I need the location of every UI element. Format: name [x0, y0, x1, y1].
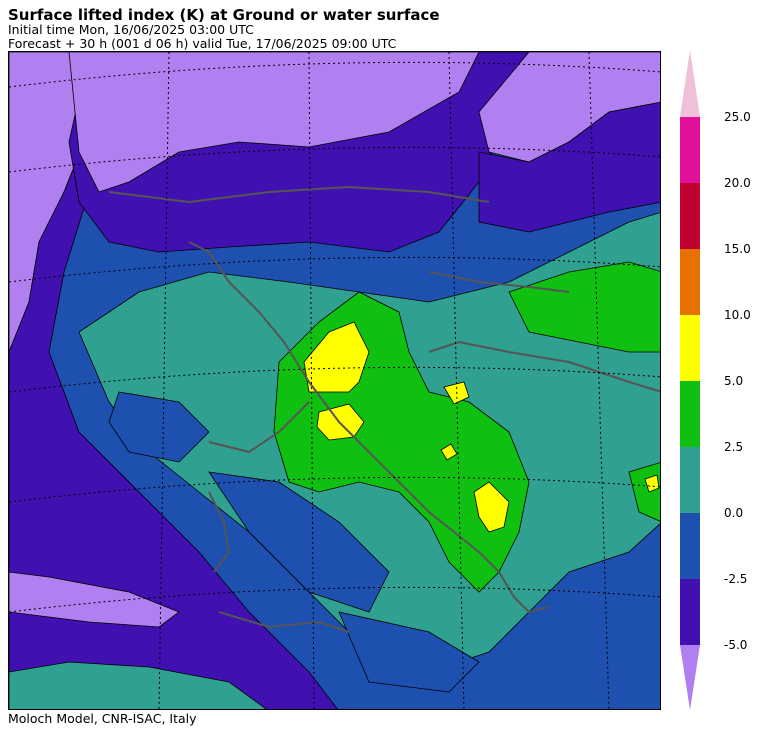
- legend-tick-m5: -5.0: [724, 638, 747, 652]
- legend-tick-20: 20.0: [724, 176, 751, 190]
- region-alps-light-purple: [68, 52, 480, 193]
- legend-swatch-below-m5: [680, 645, 700, 710]
- region-yellow-south: [473, 481, 510, 533]
- legend-tick-25: 25.0: [724, 110, 751, 124]
- region-southwest-light-purple: [9, 571, 180, 628]
- legend-swatch-m2.5-0: [680, 513, 700, 579]
- lifted-index-map: [8, 51, 661, 710]
- legend-swatch-5-10: [680, 315, 700, 381]
- forecast-valid-label: Forecast + 30 h (001 d 06 h) valid Tue, …: [8, 36, 397, 51]
- legend-swatch-20-25: [680, 117, 700, 183]
- legend-tick-2.5: 2.5: [724, 440, 743, 454]
- legend-tick-10: 10.0: [724, 308, 751, 322]
- legend-swatch-m5-m2.5: [680, 579, 700, 645]
- legend-swatch-15-20: [680, 183, 700, 249]
- region-northeast-purple: [478, 101, 660, 233]
- legend-tick-0: 0.0: [724, 506, 743, 520]
- region-yellow-small: [440, 443, 458, 461]
- region-yellow-east: [644, 474, 660, 493]
- region-west-purple: [9, 52, 338, 709]
- region-blue-patch-west: [108, 391, 210, 463]
- region-south-teal: [9, 661, 267, 709]
- legend-tick-5: 5.0: [724, 374, 743, 388]
- chart-title: Surface lifted index (K) at Ground or wa…: [8, 6, 440, 24]
- legend-swatch-above-25: [680, 50, 700, 117]
- legend-tick-15: 15.0: [724, 242, 751, 256]
- legend-tick-m2.5: -2.5: [724, 572, 747, 586]
- legend-swatch-10-15: [680, 249, 700, 315]
- legend-swatch-0-2.5: [680, 447, 700, 513]
- region-green-east: [508, 261, 660, 353]
- colorbar-legend: 25.0 20.0 15.0 10.0 5.0 2.5 0.0 -2.5 -5.…: [680, 50, 751, 710]
- initial-time-label: Initial time Mon, 16/06/2025 03:00 UTC: [8, 22, 254, 37]
- model-credit: Moloch Model, CNR-ISAC, Italy: [8, 711, 197, 726]
- legend-swatch-2.5-5: [680, 381, 700, 447]
- region-blue-patch-tyrrhenian: [208, 471, 390, 613]
- map-canvas: [9, 52, 660, 709]
- region-blue-patch-south: [338, 611, 480, 693]
